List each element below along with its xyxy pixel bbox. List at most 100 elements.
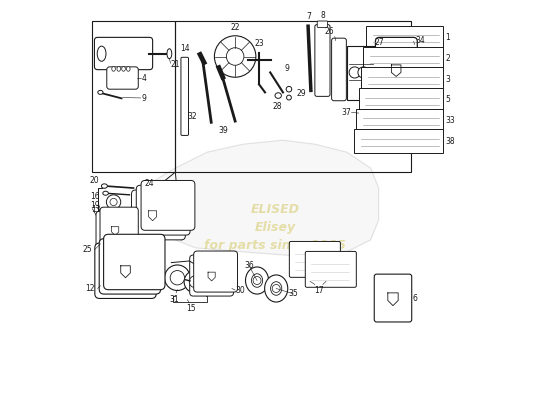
FancyBboxPatch shape xyxy=(289,242,340,277)
Text: 35: 35 xyxy=(288,289,298,298)
FancyBboxPatch shape xyxy=(305,252,356,287)
FancyBboxPatch shape xyxy=(359,88,443,112)
Circle shape xyxy=(110,198,117,206)
FancyBboxPatch shape xyxy=(141,180,195,230)
FancyBboxPatch shape xyxy=(194,251,238,292)
FancyBboxPatch shape xyxy=(131,190,185,240)
Ellipse shape xyxy=(275,93,282,98)
Ellipse shape xyxy=(265,275,288,302)
Polygon shape xyxy=(121,266,130,278)
Circle shape xyxy=(349,67,360,78)
Polygon shape xyxy=(388,293,398,306)
Ellipse shape xyxy=(287,95,292,100)
Text: 26: 26 xyxy=(324,27,334,36)
Text: 5: 5 xyxy=(446,95,450,104)
Ellipse shape xyxy=(101,184,107,188)
Ellipse shape xyxy=(245,267,268,294)
Text: 19: 19 xyxy=(90,201,100,210)
Text: 39: 39 xyxy=(218,126,228,135)
Text: 30: 30 xyxy=(235,286,245,295)
Polygon shape xyxy=(135,140,378,256)
Text: 12: 12 xyxy=(85,284,95,293)
FancyBboxPatch shape xyxy=(103,234,165,290)
Polygon shape xyxy=(148,211,157,221)
Text: 17: 17 xyxy=(314,286,323,295)
Text: 21: 21 xyxy=(170,60,180,69)
Text: 36: 36 xyxy=(244,261,254,270)
FancyBboxPatch shape xyxy=(361,67,443,91)
Text: 7: 7 xyxy=(306,12,311,22)
FancyBboxPatch shape xyxy=(99,239,161,294)
Ellipse shape xyxy=(126,66,130,71)
Text: 23: 23 xyxy=(254,39,264,48)
Circle shape xyxy=(253,276,261,284)
Ellipse shape xyxy=(286,86,292,92)
Ellipse shape xyxy=(251,274,263,287)
Polygon shape xyxy=(208,272,215,281)
FancyBboxPatch shape xyxy=(95,37,153,70)
FancyBboxPatch shape xyxy=(317,21,328,28)
Text: 38: 38 xyxy=(446,137,455,146)
Text: 16: 16 xyxy=(90,192,100,201)
FancyBboxPatch shape xyxy=(190,255,234,296)
Circle shape xyxy=(358,67,369,78)
Circle shape xyxy=(189,276,201,288)
Circle shape xyxy=(272,284,280,292)
Text: 9: 9 xyxy=(285,64,290,73)
Ellipse shape xyxy=(167,49,172,59)
Ellipse shape xyxy=(271,282,282,295)
Ellipse shape xyxy=(117,66,120,71)
FancyBboxPatch shape xyxy=(136,185,190,235)
Text: 20: 20 xyxy=(90,176,100,185)
FancyBboxPatch shape xyxy=(356,109,443,132)
Polygon shape xyxy=(112,227,119,236)
Text: 25: 25 xyxy=(83,245,92,254)
Text: 9: 9 xyxy=(141,94,146,103)
Text: 14: 14 xyxy=(180,44,190,52)
Text: 29: 29 xyxy=(297,89,306,98)
Text: 15: 15 xyxy=(186,304,196,314)
Ellipse shape xyxy=(122,66,125,71)
Text: 6: 6 xyxy=(412,294,417,302)
Text: 13: 13 xyxy=(91,206,101,214)
Ellipse shape xyxy=(112,66,116,71)
Circle shape xyxy=(214,36,256,77)
Text: 4: 4 xyxy=(141,74,146,82)
Circle shape xyxy=(170,270,184,285)
Circle shape xyxy=(164,265,190,290)
Text: 32: 32 xyxy=(188,112,197,121)
Circle shape xyxy=(106,195,121,209)
FancyBboxPatch shape xyxy=(107,67,138,89)
Ellipse shape xyxy=(103,191,108,195)
FancyBboxPatch shape xyxy=(315,25,330,96)
Text: 24: 24 xyxy=(145,179,154,188)
Ellipse shape xyxy=(97,46,106,61)
Text: ELISED
Elisey
for parts since 1985: ELISED Elisey for parts since 1985 xyxy=(204,204,346,252)
FancyBboxPatch shape xyxy=(354,130,443,153)
FancyBboxPatch shape xyxy=(374,274,412,322)
Text: 1: 1 xyxy=(446,33,450,42)
FancyBboxPatch shape xyxy=(181,57,189,136)
FancyBboxPatch shape xyxy=(366,26,443,49)
FancyBboxPatch shape xyxy=(332,38,346,101)
Text: 37: 37 xyxy=(341,108,351,117)
FancyBboxPatch shape xyxy=(100,207,138,246)
Text: 2: 2 xyxy=(446,54,450,63)
Circle shape xyxy=(184,270,206,293)
Text: 27: 27 xyxy=(375,38,384,47)
Text: 3: 3 xyxy=(446,74,450,84)
Ellipse shape xyxy=(98,90,103,94)
Polygon shape xyxy=(392,65,401,76)
Text: 28: 28 xyxy=(272,102,282,111)
Text: 33: 33 xyxy=(446,116,455,125)
Circle shape xyxy=(227,48,244,65)
Text: 31: 31 xyxy=(170,295,179,304)
FancyBboxPatch shape xyxy=(95,243,156,298)
FancyBboxPatch shape xyxy=(364,46,443,70)
FancyBboxPatch shape xyxy=(376,37,417,102)
Text: 22: 22 xyxy=(230,23,240,32)
Text: 8: 8 xyxy=(321,11,325,20)
FancyBboxPatch shape xyxy=(96,211,134,250)
FancyBboxPatch shape xyxy=(346,46,375,100)
Text: 34: 34 xyxy=(415,36,425,45)
